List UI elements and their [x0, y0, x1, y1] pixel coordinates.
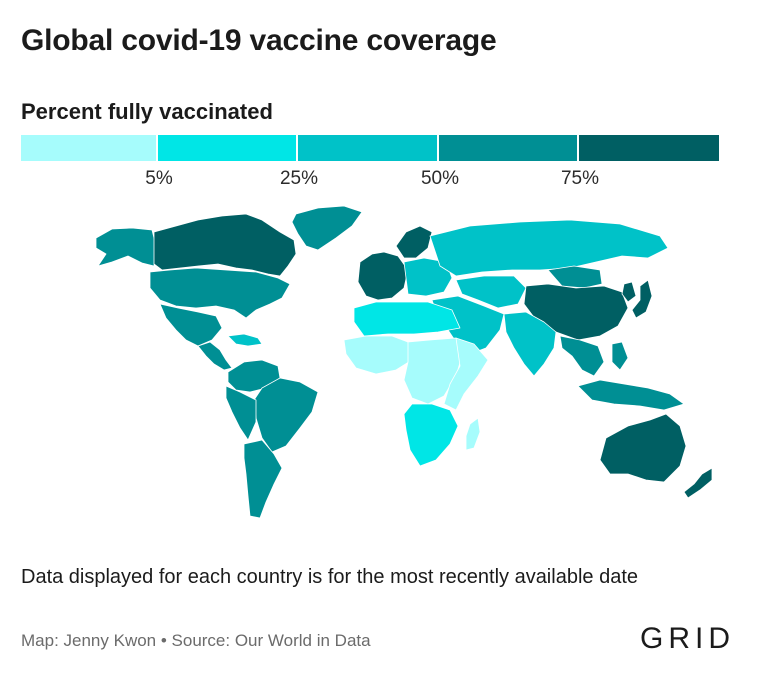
legend-swatch-0-5 [21, 135, 157, 161]
region-india [503, 311, 557, 377]
region-australia [599, 413, 687, 483]
region-southern-africa [403, 403, 459, 467]
region-united-states [149, 267, 291, 319]
region-greenland [291, 205, 363, 251]
region-western-europe [357, 251, 409, 301]
region-southern-cone [243, 439, 283, 519]
legend-tick-25: 25% [279, 168, 319, 189]
legend-swatch-50-75 [437, 135, 577, 161]
region-central-asia [455, 275, 527, 309]
legend-swatch-75-100 [576, 135, 720, 161]
region-andean-south-america [225, 385, 257, 441]
legend-title: Percent fully vaccinated [21, 99, 273, 124]
region-russia [429, 219, 669, 277]
region-indonesia [577, 379, 685, 411]
source-credit: Map: Jenny Kwon • Source: Our World in D… [21, 631, 371, 650]
region-north-africa [353, 301, 461, 337]
region-eastern-europe [403, 257, 453, 297]
legend-swatch-5-25 [156, 135, 296, 161]
region-mexico [159, 303, 223, 347]
chart-title: Global covid-19 vaccine coverage [21, 24, 497, 57]
color-legend [21, 135, 720, 161]
region-scandinavia [395, 225, 433, 259]
region-mongolia [547, 265, 603, 289]
region-east-africa [443, 337, 489, 411]
legend-tick-5: 5% [145, 168, 173, 189]
region-southeast-asia [559, 335, 605, 377]
world-choropleth-map [95, 205, 713, 519]
region-canada [153, 213, 297, 277]
region-madagascar [465, 417, 481, 451]
region-central-africa [403, 337, 463, 405]
region-central-america [197, 341, 233, 371]
region-philippines [611, 341, 629, 371]
region-new-zealand [683, 467, 713, 499]
legend-tick-75: 75% [560, 168, 600, 189]
legend-tick-50: 50% [420, 168, 460, 189]
region-alaska [95, 227, 157, 267]
region-japan [631, 279, 653, 319]
region-korea [621, 281, 637, 303]
region-brazil [253, 377, 319, 453]
data-note: Data displayed for each country is for t… [21, 566, 638, 588]
legend-swatch-25-50 [295, 135, 438, 161]
region-west-africa [343, 335, 413, 375]
region-caribbean [227, 333, 263, 347]
grid-logo: GRID [640, 622, 735, 655]
